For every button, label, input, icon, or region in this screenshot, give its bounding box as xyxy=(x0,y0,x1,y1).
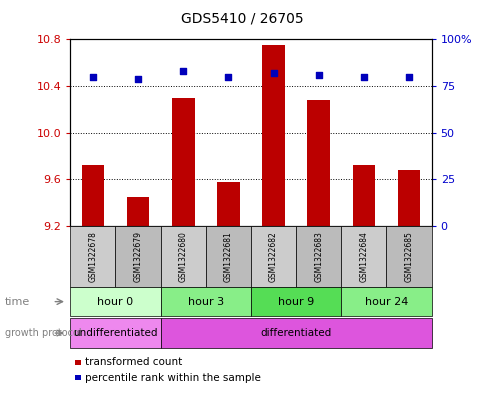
Bar xyxy=(172,97,194,226)
Text: hour 3: hour 3 xyxy=(187,297,224,307)
Text: GSM1322681: GSM1322681 xyxy=(224,231,232,282)
Text: GSM1322680: GSM1322680 xyxy=(179,231,187,282)
Point xyxy=(134,75,142,82)
Text: hour 24: hour 24 xyxy=(364,297,408,307)
Text: GDS5410 / 26705: GDS5410 / 26705 xyxy=(181,12,303,26)
Text: GSM1322685: GSM1322685 xyxy=(404,231,413,282)
Text: transformed count: transformed count xyxy=(85,357,182,367)
Bar xyxy=(307,100,329,226)
Point xyxy=(314,72,322,78)
Bar xyxy=(217,182,239,226)
Text: differentiated: differentiated xyxy=(260,328,331,338)
Bar xyxy=(126,197,149,226)
Text: hour 0: hour 0 xyxy=(97,297,133,307)
Bar xyxy=(262,45,284,226)
Text: GSM1322682: GSM1322682 xyxy=(269,231,277,282)
Bar xyxy=(81,165,104,226)
Text: GSM1322684: GSM1322684 xyxy=(359,231,368,282)
Point xyxy=(269,70,277,76)
Bar xyxy=(397,170,420,226)
Text: GSM1322678: GSM1322678 xyxy=(88,231,97,282)
Text: growth protocol: growth protocol xyxy=(5,328,81,338)
Point xyxy=(359,73,367,80)
Text: hour 9: hour 9 xyxy=(277,297,314,307)
Point xyxy=(179,68,187,74)
Text: GSM1322679: GSM1322679 xyxy=(133,231,142,282)
Text: undifferentiated: undifferentiated xyxy=(73,328,157,338)
Bar xyxy=(352,165,375,226)
Text: time: time xyxy=(5,297,30,307)
Point xyxy=(89,73,97,80)
Text: GSM1322683: GSM1322683 xyxy=(314,231,322,282)
Text: percentile rank within the sample: percentile rank within the sample xyxy=(85,373,261,383)
Point xyxy=(224,73,232,80)
Point xyxy=(404,73,412,80)
